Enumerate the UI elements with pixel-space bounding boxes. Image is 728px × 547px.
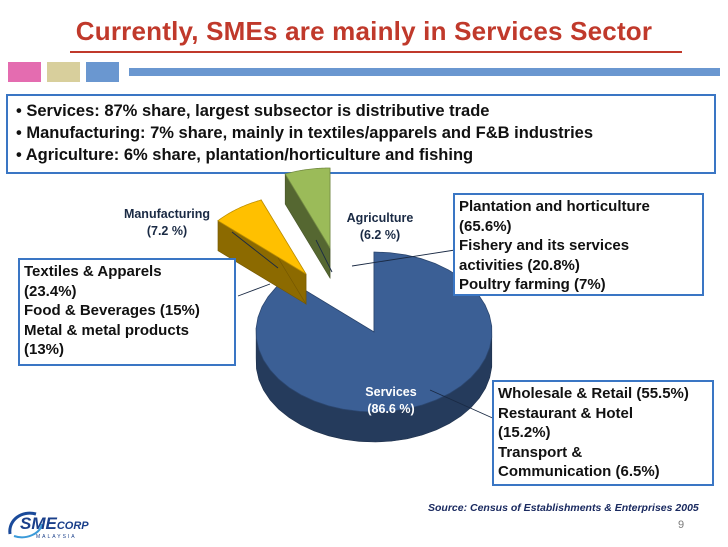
agriculture-detail-line: (65.6%) (459, 217, 512, 235)
summary-bullets: • Services: 87% share, largest subsector… (6, 94, 716, 174)
services-detail-line: (15.2%) (498, 424, 551, 441)
label-services-value: (86.6 %) (367, 402, 415, 416)
smecorp-logo: SMECORP MALAYSIA (6, 506, 98, 542)
logo-text-sub: CORP (56, 520, 89, 532)
bullet-manufacturing: • Manufacturing: 7% share, mainly in tex… (16, 124, 594, 142)
deco-square-pink (8, 62, 41, 82)
label-manufacturing-value: (7.2 %) (146, 224, 188, 238)
deco-square-tan (47, 62, 80, 82)
pie-slice-agriculture (284, 167, 331, 280)
agriculture-detail-line: Fishery and its services (459, 237, 630, 254)
manufacturing-detail-line: (13%) (24, 341, 65, 358)
label-agriculture-name: Agriculture (346, 211, 414, 225)
pie-slice-manufacturing-top (217, 199, 307, 275)
agriculture-detail-line: Plantation and horticulture (459, 198, 650, 215)
callout-line-agriculture-detail (351, 249, 456, 267)
logo-tagline: MALAYSIA (36, 534, 77, 540)
bullet-agriculture: • Agriculture: 6% share, plantation/hort… (16, 146, 474, 164)
slide-title: Currently, SMEs are mainly in Services S… (75, 16, 653, 46)
callout-line-services-detail (429, 389, 498, 421)
services-detail-line: Transport & (498, 443, 583, 461)
label-agriculture: Agriculture (6.2 %) (330, 210, 430, 244)
manufacturing-detail-line: Metal & metal products (24, 321, 190, 339)
label-manufacturing: Manufacturing (7.2 %) (112, 206, 222, 240)
manufacturing-detail-line: (23.4%) (24, 282, 77, 300)
smecorp-logo-swoosh-icon (8, 511, 43, 539)
manufacturing-detail-line: Textiles & Apparels (24, 263, 162, 280)
deco-square-blue (86, 62, 119, 82)
label-services-name: Services (365, 385, 417, 399)
manufacturing-detail-line: Food & Beverages (15%) (24, 302, 200, 319)
manufacturing-detail-box: Textiles & Apparels (23.4%) Food & Bever… (18, 258, 236, 366)
pie-slice-manufacturing (217, 198, 307, 306)
services-detail-line: Restaurant & Hotel (498, 404, 634, 422)
callout-line-manufacturing (231, 231, 279, 269)
label-agriculture-value: (6.2 %) (359, 228, 401, 242)
page-number: 9 (678, 519, 685, 531)
label-services: Services (86.6 %) (348, 384, 434, 418)
agriculture-detail-line: Poultry farming (7%) (459, 276, 606, 293)
bullet-services: • Services: 87% share, largest subsector… (16, 102, 490, 120)
title-underline (70, 51, 682, 53)
agriculture-detail-line: activities (20.8%) (459, 256, 580, 274)
pie-slice-services (255, 251, 493, 443)
services-detail-box: Wholesale & Retail (55.5%) Restaurant & … (492, 380, 714, 486)
callout-line-manufacturing-detail (237, 283, 271, 297)
services-detail-line: Wholesale & Retail (55.5%) (498, 385, 689, 402)
agriculture-detail-box: Plantation and horticulture (65.6%) Fish… (453, 193, 704, 296)
callout-line-agriculture (315, 239, 333, 273)
pie-slice-agriculture-top (284, 167, 331, 250)
logo-text-main: SME (20, 514, 57, 533)
deco-line (129, 68, 720, 76)
label-manufacturing-name: Manufacturing (123, 207, 211, 221)
services-detail-line: Communication (6.5%) (498, 463, 660, 480)
decorative-bar (8, 60, 720, 84)
source-note: Source: Census of Establishments & Enter… (428, 502, 699, 514)
